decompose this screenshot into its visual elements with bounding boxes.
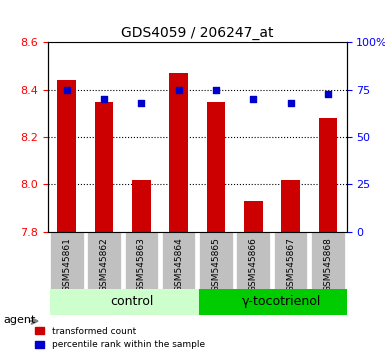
FancyBboxPatch shape bbox=[274, 232, 307, 289]
Point bbox=[64, 87, 70, 93]
FancyBboxPatch shape bbox=[199, 289, 348, 315]
Text: γ-tocotrienol: γ-tocotrienol bbox=[241, 295, 321, 308]
Text: GSM545865: GSM545865 bbox=[211, 238, 221, 292]
Point bbox=[250, 96, 256, 102]
Point bbox=[325, 91, 331, 96]
FancyBboxPatch shape bbox=[236, 232, 270, 289]
Text: agent: agent bbox=[4, 315, 36, 325]
Point bbox=[138, 100, 144, 106]
FancyBboxPatch shape bbox=[50, 232, 84, 289]
Bar bbox=[57, 80, 76, 232]
Bar bbox=[132, 180, 151, 232]
FancyBboxPatch shape bbox=[311, 232, 345, 289]
Text: GSM545864: GSM545864 bbox=[174, 238, 183, 292]
Bar bbox=[95, 102, 114, 232]
FancyBboxPatch shape bbox=[87, 232, 121, 289]
Legend: transformed count, percentile rank within the sample: transformed count, percentile rank withi… bbox=[35, 327, 205, 349]
FancyBboxPatch shape bbox=[125, 232, 158, 289]
Bar bbox=[169, 73, 188, 232]
Point bbox=[101, 96, 107, 102]
FancyBboxPatch shape bbox=[199, 232, 233, 289]
Point bbox=[213, 87, 219, 93]
Title: GDS4059 / 206247_at: GDS4059 / 206247_at bbox=[121, 26, 274, 40]
Bar bbox=[318, 118, 337, 232]
Text: GSM545866: GSM545866 bbox=[249, 238, 258, 292]
Bar bbox=[207, 102, 225, 232]
Bar bbox=[281, 180, 300, 232]
Text: control: control bbox=[110, 295, 154, 308]
FancyBboxPatch shape bbox=[50, 289, 199, 315]
Text: GSM545861: GSM545861 bbox=[62, 238, 71, 292]
Text: GSM545867: GSM545867 bbox=[286, 238, 295, 292]
Bar bbox=[244, 201, 263, 232]
Text: GSM545868: GSM545868 bbox=[323, 238, 332, 292]
Text: GSM545863: GSM545863 bbox=[137, 238, 146, 292]
FancyBboxPatch shape bbox=[162, 232, 196, 289]
Point bbox=[288, 100, 294, 106]
Point bbox=[176, 87, 182, 93]
Text: GSM545862: GSM545862 bbox=[100, 238, 109, 292]
